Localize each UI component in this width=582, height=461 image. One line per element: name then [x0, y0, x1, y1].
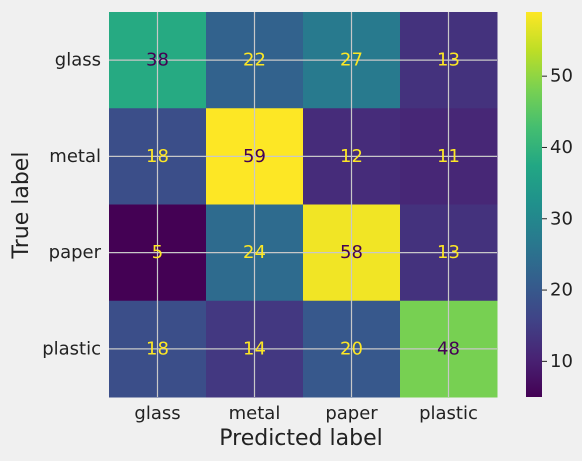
- cell-value-label: 13: [437, 50, 460, 71]
- y-tick-label: metal: [49, 146, 101, 167]
- cell-value-labels: 38 22 27 13 18 59 12 11 5 24 58 13 18 14 20 48: [146, 50, 460, 360]
- cell-value-label: 13: [437, 242, 460, 263]
- cell-value-label: 24: [243, 242, 266, 263]
- colorbar-tick-label: 50: [550, 66, 573, 87]
- colorbar: 10 20 30 40 50: [526, 12, 573, 397]
- gridlines: [109, 12, 497, 397]
- x-tick-label: metal: [229, 403, 281, 424]
- cell-value-label: 14: [243, 338, 266, 359]
- y-axis-title: True label: [9, 152, 34, 260]
- colorbar-tick-label: 40: [550, 137, 573, 158]
- cell-value-label: 5: [152, 242, 163, 263]
- y-tick-label: plastic: [42, 338, 101, 359]
- x-tick-label: glass: [134, 403, 180, 424]
- x-tick-label: plastic: [419, 403, 478, 424]
- cell-value-label: 27: [340, 50, 363, 71]
- colorbar-tick-label: 20: [550, 280, 573, 301]
- cell-value-label: 12: [340, 146, 363, 167]
- colorbar-tick-label: 10: [550, 351, 573, 372]
- cell-value-label: 59: [243, 146, 266, 167]
- cell-value-label: 20: [340, 338, 363, 359]
- cell-value-label: 58: [340, 242, 363, 263]
- x-tick-labels: glass metal paper plastic: [134, 403, 478, 424]
- y-tick-labels: glass metal paper plastic: [42, 50, 101, 360]
- colorbar-tick-label: 30: [550, 208, 573, 229]
- colorbar-tick-labels: 10 20 30 40 50: [542, 66, 573, 372]
- y-tick-label: glass: [55, 50, 101, 71]
- y-tick-label: paper: [49, 242, 102, 263]
- cell-value-label: 18: [146, 338, 169, 359]
- cell-value-label: 48: [437, 338, 460, 359]
- colorbar-gradient: [526, 12, 542, 397]
- cell-value-label: 11: [437, 146, 460, 167]
- cell-value-label: 22: [243, 50, 266, 71]
- cell-value-label: 38: [146, 50, 169, 71]
- x-tick-label: paper: [325, 403, 378, 424]
- x-axis-title: Predicted label: [219, 426, 382, 451]
- cell-value-label: 18: [146, 146, 169, 167]
